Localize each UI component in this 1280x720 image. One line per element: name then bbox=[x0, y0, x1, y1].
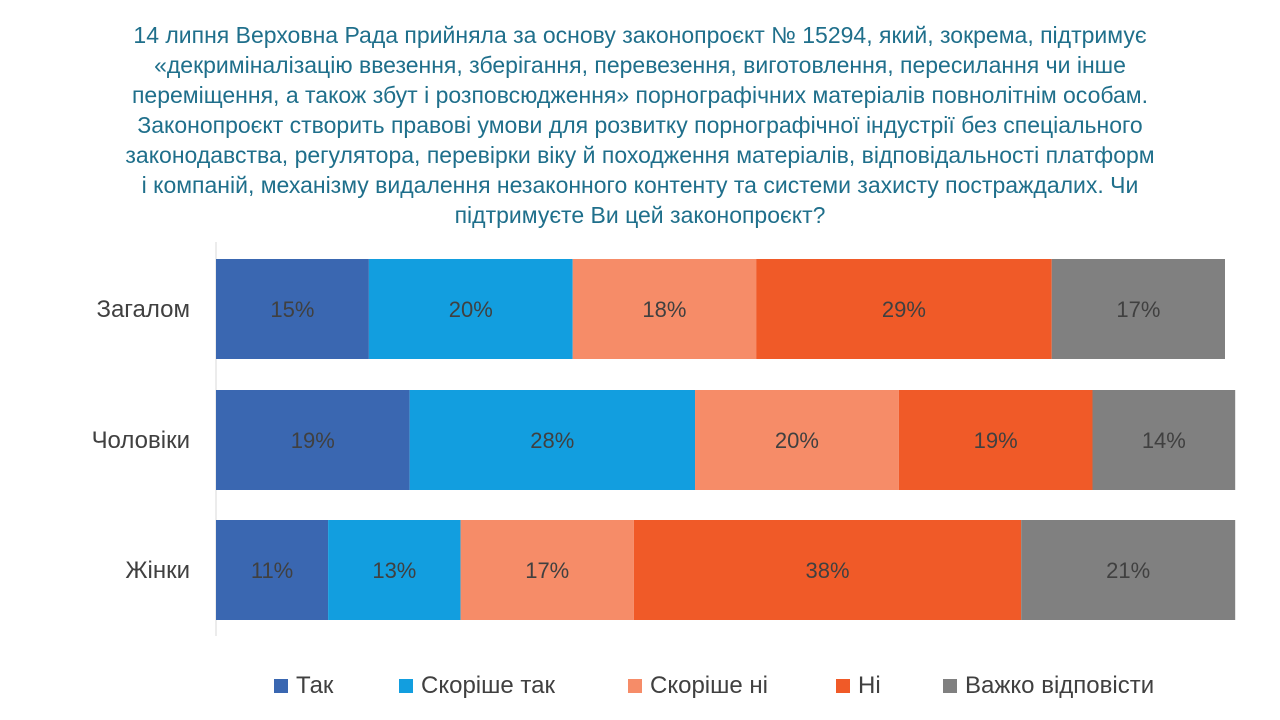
data-label: 29% bbox=[882, 297, 926, 322]
bar-segment bbox=[216, 259, 369, 359]
category-label: Жінки bbox=[125, 557, 190, 584]
bar-segment bbox=[1092, 390, 1236, 490]
data-label: 21% bbox=[1106, 558, 1150, 583]
data-label: 18% bbox=[642, 297, 686, 322]
legend-item: Скоріше так bbox=[399, 668, 555, 704]
legend-swatch bbox=[399, 679, 413, 693]
title-line: і компаній, механізму видалення незаконн… bbox=[141, 172, 1139, 198]
legend-swatch bbox=[628, 679, 642, 693]
data-label: 19% bbox=[291, 428, 335, 453]
bar-segment bbox=[633, 520, 1022, 620]
title-line: підтримуєте Ви цей законопроєкт? bbox=[454, 202, 826, 228]
chart-legend: Так Скоріше так Скоріше ні Ні Важко відповіс… bbox=[0, 668, 1280, 708]
data-label: 20% bbox=[449, 297, 493, 322]
category-label: Чоловіки bbox=[92, 427, 190, 454]
bar-segment bbox=[898, 390, 1093, 490]
data-label: 15% bbox=[270, 297, 314, 322]
bar-segment bbox=[409, 390, 696, 490]
bar-segment bbox=[460, 520, 634, 620]
bar-segment bbox=[368, 259, 573, 359]
title-line: законодавства, регулятора, перевірки вік… bbox=[125, 142, 1155, 168]
legend-label: Ні bbox=[858, 672, 881, 699]
bar-segment bbox=[695, 390, 899, 490]
bar-segment bbox=[572, 259, 757, 359]
data-label: 17% bbox=[525, 558, 569, 583]
bar-segment bbox=[1051, 259, 1225, 359]
question-title: 14 липня Верховна Рада прийняла за основ… bbox=[20, 20, 1260, 230]
legend-label: Скоріше ні bbox=[650, 672, 768, 699]
data-label: 38% bbox=[805, 558, 849, 583]
data-label: 11% bbox=[251, 558, 293, 583]
category-label: Загалом bbox=[96, 296, 190, 323]
legend-swatch bbox=[274, 679, 288, 693]
data-label: 19% bbox=[974, 428, 1018, 453]
data-label: 13% bbox=[372, 558, 416, 583]
legend-item: Важко відповісти bbox=[943, 668, 1154, 704]
legend-label: Так bbox=[296, 672, 334, 699]
legend-label: Скоріше так bbox=[421, 672, 555, 699]
data-label: 28% bbox=[530, 428, 574, 453]
bar-segment bbox=[328, 520, 461, 620]
bar-segment bbox=[216, 520, 329, 620]
legend-label: Важко відповісти bbox=[965, 672, 1155, 699]
bar-segment bbox=[216, 390, 410, 490]
data-label: 20% bbox=[775, 428, 819, 453]
title-line: 14 липня Верховна Рада прийняла за основ… bbox=[133, 22, 1147, 48]
title-line: переміщення, а також збут і розповсюджен… bbox=[131, 82, 1149, 108]
legend-swatch bbox=[836, 679, 850, 693]
legend-swatch bbox=[943, 679, 957, 693]
data-label: 14% bbox=[1142, 428, 1186, 453]
title-line: Законопроєкт створить правові умови для … bbox=[137, 112, 1143, 138]
data-label: 17% bbox=[1116, 297, 1160, 322]
bar-segment bbox=[756, 259, 1052, 359]
legend-item: Скоріше ні bbox=[628, 668, 768, 704]
bar-segment bbox=[1021, 520, 1236, 620]
title-line: «декриміналізацію ввезення, зберігання, … bbox=[154, 52, 1126, 78]
legend-item: Ні bbox=[836, 668, 881, 704]
legend-item: Так bbox=[274, 668, 333, 704]
